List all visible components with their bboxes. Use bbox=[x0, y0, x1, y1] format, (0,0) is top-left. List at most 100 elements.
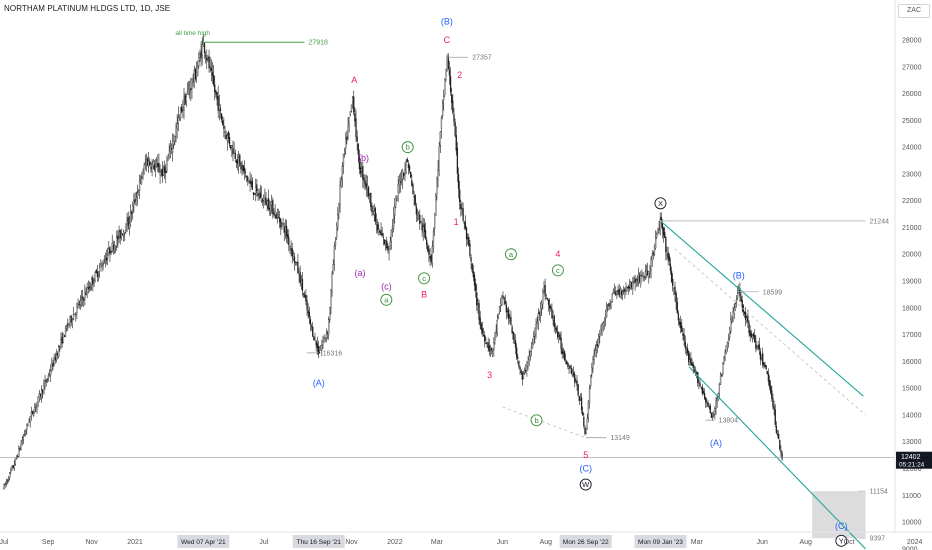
candle-body bbox=[199, 54, 201, 61]
candle-body bbox=[347, 126, 349, 138]
candle-body bbox=[779, 440, 781, 450]
candle-body bbox=[441, 102, 444, 117]
candle-body bbox=[152, 161, 154, 167]
candle-body bbox=[349, 111, 351, 116]
candle-body bbox=[708, 406, 710, 408]
candle-body bbox=[660, 216, 662, 224]
currency-badge[interactable]: ZAC bbox=[898, 4, 930, 18]
level-label-18599: 18599 bbox=[763, 289, 783, 296]
candle-body bbox=[427, 245, 429, 252]
candle-body bbox=[137, 190, 140, 196]
time-tick-13: Oct bbox=[844, 539, 855, 546]
candle-body bbox=[345, 138, 347, 149]
candle-body bbox=[624, 288, 626, 292]
candle-body bbox=[627, 285, 629, 289]
candle-body bbox=[669, 263, 672, 272]
candle-body bbox=[676, 302, 678, 314]
candle-body bbox=[11, 466, 13, 470]
candle-body bbox=[3, 484, 5, 490]
candle-body bbox=[454, 122, 456, 136]
candle-body bbox=[184, 94, 186, 105]
candle-body bbox=[418, 213, 420, 219]
candle-body bbox=[54, 357, 56, 361]
candle-body bbox=[304, 294, 306, 298]
candle-body bbox=[119, 229, 121, 239]
candle-body bbox=[463, 221, 465, 224]
candle-body bbox=[169, 145, 171, 152]
candle-body bbox=[716, 398, 718, 402]
candle-body bbox=[439, 131, 441, 146]
wave-circle-6 bbox=[401, 141, 414, 154]
candle-body bbox=[647, 270, 649, 276]
candle-body bbox=[461, 207, 463, 210]
wave-label-17: 3 bbox=[487, 370, 492, 380]
candle-body bbox=[353, 96, 355, 113]
candle-body bbox=[533, 336, 535, 345]
wave-label-24: (A) bbox=[710, 438, 722, 448]
candle-body bbox=[643, 275, 645, 277]
candle-body bbox=[53, 356, 55, 366]
candle-body bbox=[124, 232, 126, 234]
wave-label-15: 4 bbox=[555, 249, 560, 259]
candle-body bbox=[737, 293, 739, 298]
candle-body bbox=[732, 310, 734, 322]
candle-body bbox=[620, 290, 623, 296]
candle-body bbox=[394, 206, 396, 216]
candle-body bbox=[107, 254, 109, 259]
price-tick-27000: 27000 bbox=[902, 64, 922, 71]
candle-body bbox=[240, 162, 242, 170]
candle-body bbox=[654, 237, 657, 249]
chart-title: NORTHAM PLATINUM HLDGS LTD, 1D, JSE bbox=[4, 4, 171, 13]
candle-body bbox=[603, 321, 605, 325]
candle-body bbox=[332, 263, 334, 275]
candle-body bbox=[506, 311, 509, 313]
candle-body bbox=[389, 241, 391, 246]
candle-body bbox=[80, 296, 83, 300]
candle-body bbox=[754, 335, 756, 343]
candle-body bbox=[568, 368, 570, 370]
candle-body bbox=[68, 322, 70, 326]
wave-label-5: (b) bbox=[358, 153, 369, 163]
candle-body bbox=[446, 56, 448, 72]
candle-body bbox=[350, 104, 353, 112]
date-highlight-label-0: Wed 07 Apr '21 bbox=[181, 539, 226, 546]
candle-body bbox=[191, 79, 193, 89]
candle-body bbox=[447, 56, 449, 70]
candle-body bbox=[391, 225, 394, 229]
candle-body bbox=[529, 351, 531, 357]
candle-body bbox=[96, 271, 99, 278]
candle-body bbox=[700, 386, 702, 388]
wave-label-21: W bbox=[582, 480, 590, 489]
candle-body bbox=[731, 318, 733, 322]
candle-body bbox=[161, 169, 163, 177]
candle-body bbox=[755, 340, 757, 349]
candle-body bbox=[248, 181, 250, 184]
candle-body bbox=[51, 363, 53, 371]
candle-body bbox=[475, 283, 477, 291]
candle-body bbox=[681, 326, 683, 333]
candle-body bbox=[396, 195, 398, 201]
candle-body bbox=[175, 127, 177, 137]
candle-body bbox=[301, 279, 304, 291]
price-tick-9000: 9000 bbox=[902, 546, 918, 550]
candle-body bbox=[637, 273, 640, 283]
candle-body bbox=[492, 347, 494, 351]
candle-body bbox=[701, 386, 703, 394]
price-tick-20000: 20000 bbox=[902, 252, 922, 259]
candle-body bbox=[200, 51, 202, 59]
wave-circle-10 bbox=[380, 293, 393, 306]
candle-body bbox=[411, 180, 413, 186]
candle-body bbox=[9, 472, 11, 479]
candle-body bbox=[623, 290, 625, 292]
candle-body bbox=[443, 96, 445, 100]
candle-body bbox=[361, 168, 363, 172]
candle-body bbox=[706, 402, 708, 405]
candle-body bbox=[651, 255, 653, 261]
candle-body bbox=[435, 195, 437, 217]
channel-line-2 bbox=[674, 248, 866, 416]
candle-body bbox=[459, 189, 461, 203]
candle-body bbox=[739, 288, 741, 297]
candle-body bbox=[273, 213, 275, 216]
candle-body bbox=[430, 255, 432, 262]
